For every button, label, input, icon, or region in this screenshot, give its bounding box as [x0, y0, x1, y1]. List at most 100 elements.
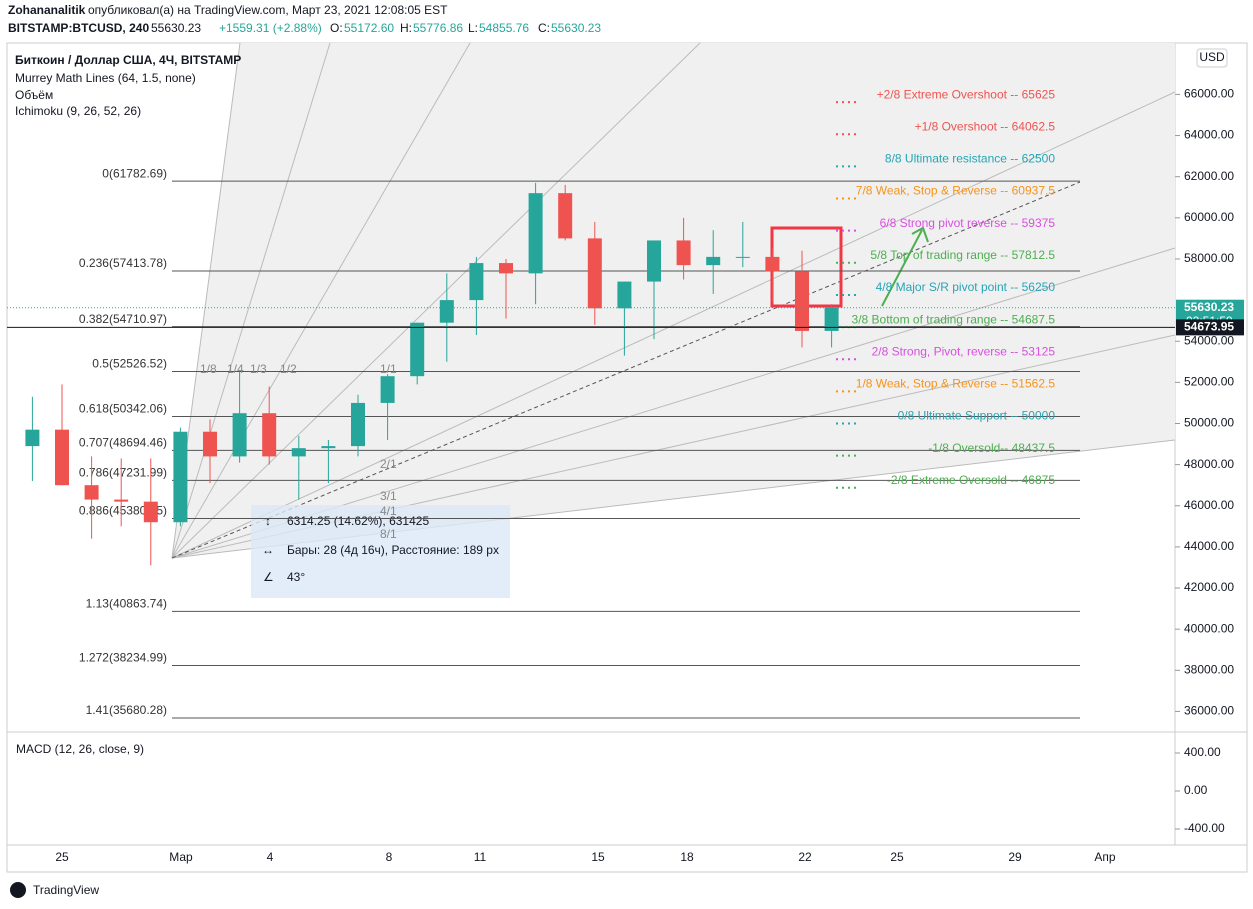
- fan-label: 8/1: [380, 527, 397, 541]
- fan-label: 1/2: [280, 362, 297, 376]
- measure-bars: Бары: 28 (4д 16ч), Расстояние: 189 px: [287, 543, 499, 557]
- candle-body: [232, 413, 247, 457]
- y-tick-label: 42000.00: [1184, 580, 1234, 594]
- logo-icon: [10, 882, 26, 898]
- y-tick-label: 46000.00: [1184, 498, 1234, 512]
- fib-label: 0.5(52526.52): [92, 357, 167, 371]
- price-tag: [1176, 319, 1244, 336]
- macd-tick-label: 0.00: [1184, 783, 1208, 797]
- murrey-label: 4/8 Major S/R pivot point -- 56250: [876, 280, 1056, 294]
- low: 54855.76: [479, 21, 529, 35]
- fib-label: 1.13(40863.74): [86, 597, 167, 611]
- x-tick-label: 22: [798, 850, 812, 864]
- candle-body: [321, 446, 336, 449]
- murrey-label: 7/8 Weak, Stop & Reverse -- 60937.5: [856, 184, 1056, 198]
- y-tick-label: 48000.00: [1184, 457, 1234, 471]
- fib-label: 0.382(54710.97): [79, 312, 167, 326]
- fib-label: 0.707(48694.46): [79, 436, 167, 450]
- murrey-label: 8/8 Ultimate resistance -- 62500: [885, 152, 1055, 166]
- candle-body: [676, 240, 691, 266]
- murrey-label: +1/8 Overshoot -- 64062.5: [915, 119, 1056, 133]
- candle-body: [114, 499, 129, 502]
- change: +1559.31 (+2.88%): [219, 21, 322, 35]
- high: 55776.86: [413, 21, 463, 35]
- murrey-label: 3/8 Bottom of trading range -- 54687.5: [852, 312, 1056, 326]
- candle-body: [173, 431, 188, 523]
- macd-tick-label: -400.00: [1184, 821, 1225, 835]
- x-tick-label: 4: [267, 850, 274, 864]
- candle-body: [469, 263, 484, 301]
- candle-body: [25, 429, 40, 447]
- fan-label: 1/4: [227, 362, 244, 376]
- y-tick-label: 40000.00: [1184, 621, 1234, 635]
- fib-label: 0.618(50342.06): [79, 402, 167, 416]
- fan-label: 1/8: [200, 362, 217, 376]
- murrey-label: 2/8 Strong, Pivot, reverse -- 53125: [872, 344, 1056, 358]
- candle-body: [617, 281, 632, 309]
- murrey-label: +2/8 Extreme Overshoot -- 65625: [877, 87, 1056, 101]
- c-label: C:: [538, 21, 550, 35]
- fib-label: 0.236(57413.78): [79, 256, 167, 270]
- candle-body: [410, 322, 425, 377]
- close: 55630.23: [551, 21, 601, 35]
- x-tick-label: 11: [474, 850, 487, 864]
- fan-label: 1/3: [250, 362, 267, 376]
- x-tick-label: 18: [680, 850, 694, 864]
- measure-box: [251, 505, 510, 598]
- currency[interactable]: USD: [1199, 50, 1225, 64]
- candle-body: [380, 376, 395, 403]
- gann-fan: [171, 42, 1176, 559]
- candle-body: [55, 429, 69, 486]
- legend-item: Биткоин / Доллар США, 4Ч, BITSTAMP: [15, 53, 241, 67]
- l-label: L:: [468, 21, 478, 35]
- fib-label: 0(61782.69): [102, 166, 167, 180]
- y-tick-label: 64000.00: [1184, 128, 1234, 142]
- candle-body: [765, 256, 780, 272]
- last-price: 55630.23: [151, 21, 201, 35]
- murrey-label: -2/8 Extreme Oversold -- 46875: [887, 473, 1055, 487]
- murrey-label: -1/8 Oversold-- 48437.5: [928, 441, 1055, 455]
- fib-label: 1.272(38234.99): [79, 651, 167, 665]
- y-tick-label: 66000.00: [1184, 87, 1234, 101]
- y-tick-label: 50000.00: [1184, 416, 1234, 430]
- candle-body: [587, 238, 602, 309]
- x-tick-label: 29: [1008, 850, 1022, 864]
- footer-logo: TradingView: [33, 883, 99, 897]
- x-tick-label: 25: [890, 850, 904, 864]
- candle-body: [735, 256, 750, 258]
- fib-label: 0.786(47231.99): [79, 466, 167, 480]
- candle-body: [706, 256, 721, 266]
- candle-body: [351, 402, 365, 447]
- y-tick-label: 36000.00: [1184, 704, 1234, 718]
- murrey-label: 0/8 Ultimate Support -- 50000: [898, 409, 1056, 423]
- candle-body: [439, 300, 454, 323]
- price-tag-label: 55630.23: [1184, 300, 1234, 314]
- fan-label: 2/1: [380, 457, 397, 471]
- candle-body: [795, 271, 809, 331]
- y-tick-label: 38000.00: [1184, 662, 1234, 676]
- o-label: O:: [330, 21, 343, 35]
- x-tick-label: 25: [55, 850, 69, 864]
- x-tick-label: Апр: [1094, 850, 1116, 864]
- author: Zohananalitik: [8, 3, 86, 17]
- x-tick-label: Мар: [169, 850, 193, 864]
- price-tag-label: 54673.95: [1184, 320, 1234, 334]
- open: 55172.60: [344, 21, 394, 35]
- icon: ∠: [263, 570, 274, 584]
- measure-price: 6314.25 (14.62%), 631425: [287, 514, 429, 528]
- candle-body: [84, 485, 99, 500]
- y-tick-label: 44000.00: [1184, 539, 1234, 553]
- fan-label: 3/1: [380, 489, 397, 503]
- candle-body: [262, 413, 277, 457]
- y-tick-label: 58000.00: [1184, 251, 1234, 265]
- icon: ↔: [262, 543, 274, 557]
- x-tick-label: 15: [591, 850, 605, 864]
- fan-label: 4/1: [380, 504, 397, 518]
- currency-button[interactable]: [1196, 48, 1228, 68]
- candle-body: [499, 263, 513, 274]
- murrey-label: 6/8 Strong pivot reverse -- 59375: [880, 216, 1056, 230]
- candle-body: [143, 501, 158, 523]
- murrey-label: 5/8 Top of trading range -- 57812.5: [870, 248, 1055, 262]
- published: опубликовал(а) на TradingView.com, Март …: [88, 3, 448, 17]
